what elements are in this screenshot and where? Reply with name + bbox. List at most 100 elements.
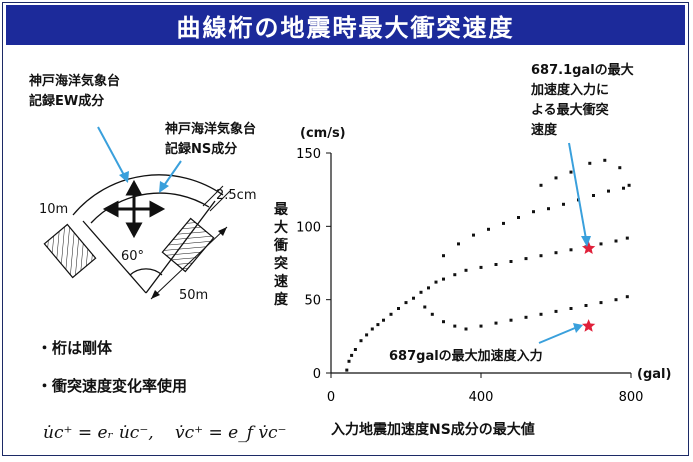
x-tick-label: 800: [619, 390, 644, 405]
y-axis-label-char: 速: [274, 274, 288, 290]
scatter-point: [607, 189, 610, 193]
curved-girder-diagram: [43, 126, 231, 300]
scatter-point: [569, 307, 573, 310]
scatter-point: [502, 221, 505, 225]
scatter-point: [532, 210, 535, 214]
scatter-point: [464, 327, 468, 331]
scatter-point: [487, 227, 490, 231]
y-axis-label-char: 大: [274, 220, 288, 236]
dim-10m-label: 10m: [39, 202, 69, 217]
label-ew-line1: 神戸海洋気象台: [29, 74, 121, 89]
direction-arrows-icon: [102, 179, 166, 239]
highlight-star-marker: [582, 319, 596, 332]
scatter-point: [509, 318, 513, 322]
scatter-point: [622, 186, 625, 190]
scatter-point: [345, 368, 349, 372]
scatter-point: [517, 216, 520, 219]
callout-arrow-ew: [97, 126, 126, 178]
y-tick-label: 150: [296, 147, 321, 162]
scatter-point: [419, 290, 423, 294]
scatter-point: [627, 183, 631, 187]
annotation-687-1-line3: よる最大衝突: [531, 103, 609, 118]
scatter-point: [464, 268, 468, 272]
x-axis-label: 入力地震加速度NS成分の最大値: [331, 422, 535, 438]
bullet-rigid-girder: ・桁は剛体: [37, 339, 113, 357]
axis-ticks: 0 50 100 150 0 400 800: [296, 147, 643, 405]
abutment-left: [43, 223, 97, 279]
label-ew-line2: 記録EW成分: [29, 94, 105, 109]
scatter-point: [539, 183, 543, 187]
callout-arrow-687: [538, 327, 576, 344]
girder-outer-arc: [72, 174, 224, 216]
dim-50m-label: 50m: [179, 288, 209, 303]
angle-label: 60°: [121, 249, 145, 264]
scatter-point: [347, 359, 351, 363]
annotation-687-1-line2: 加速度入力に: [531, 83, 610, 98]
scatter-point: [614, 239, 618, 243]
scatter-point: [382, 318, 385, 322]
scatter-point: [350, 353, 354, 357]
bullet-restitution-coefficient: ・衝突速度変化率使用: [37, 377, 188, 395]
scatter-point: [524, 257, 528, 261]
girder-inner-arc: [90, 192, 210, 224]
scatter-point: [423, 305, 427, 309]
scatter-point: [554, 309, 558, 313]
dim-2-5cm-label: 2.5cm: [216, 188, 257, 203]
scatter-point: [376, 323, 380, 327]
scatter-point: [370, 327, 374, 331]
x-unit-label: (gal): [637, 367, 672, 382]
annotation-687-1-line4: 速度: [531, 123, 558, 138]
angle-arc: [129, 268, 163, 276]
y-unit-label: (cm/s): [300, 126, 346, 141]
scatter-point: [588, 161, 592, 165]
slide-title: 曲線桁の地震時最大衝突速度: [6, 5, 685, 45]
y-tick-label: 50: [304, 294, 321, 309]
scatter-point: [442, 254, 445, 258]
callout-arrow-687-1: [568, 142, 587, 240]
scatter-point: [434, 280, 438, 284]
y-axis-label: 最大衝突速度: [272, 201, 290, 309]
scatter-point: [494, 263, 498, 266]
scatter-point: [353, 348, 357, 351]
scatter-point: [457, 242, 460, 246]
scatter-point: [599, 301, 603, 305]
formula-normal: v̇c⁺ = e_f v̇c⁻: [175, 423, 287, 443]
scatter-point: [554, 176, 558, 180]
scatter-point: [430, 312, 434, 316]
scatter-point: [365, 333, 369, 337]
annotation-687-1-line1: 687.1galの最大: [531, 63, 634, 78]
scatter-point: [524, 315, 528, 319]
x-tick-label: 400: [469, 390, 494, 405]
scatter-point: [509, 260, 513, 263]
slide: 曲線桁の地震時最大衝突速度: [2, 2, 689, 456]
scatter-point: [404, 301, 408, 305]
scatter-point: [453, 324, 457, 328]
y-axis-label-char: 衝: [274, 238, 288, 254]
y-tick-label: 100: [296, 220, 321, 235]
scatter-point: [359, 339, 363, 343]
callout-arrow-ns: [162, 160, 182, 188]
scatter-points: [345, 158, 631, 372]
scatter-point: [442, 277, 445, 281]
radial-line-left: [82, 220, 147, 294]
scatter-point: [479, 265, 483, 269]
scatter-point: [412, 296, 415, 300]
scatter-point: [584, 304, 588, 307]
scatter-point: [618, 166, 622, 170]
y-axis-label-char: 突: [274, 256, 288, 272]
scatter-point: [479, 324, 483, 328]
highlight-markers: [582, 241, 596, 332]
highlight-star-marker: [582, 241, 596, 254]
dim-50m-line: [150, 226, 228, 300]
formula-tangential: u̇c⁺ = eᵣ u̇c⁻,: [43, 423, 154, 443]
scatter-point: [554, 251, 558, 255]
scatter-point: [427, 286, 430, 290]
scatter-point: [539, 312, 543, 316]
scatter-point: [547, 207, 550, 211]
scatter-point: [389, 312, 393, 316]
scatter-point: [472, 233, 475, 237]
scatter-point: [453, 273, 457, 277]
scatter-point: [397, 307, 400, 310]
x-tick-label: 0: [327, 390, 335, 405]
scatter-point: [569, 170, 573, 174]
